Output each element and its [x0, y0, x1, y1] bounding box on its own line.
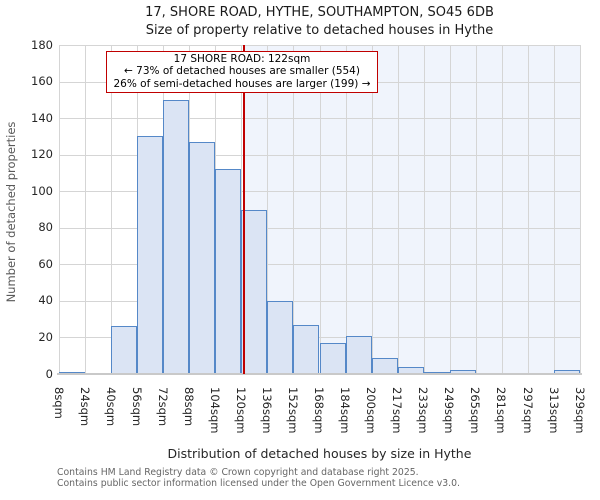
x-tick-label: 233sqm: [416, 387, 431, 434]
x-tick-label: 265sqm: [468, 387, 483, 434]
histogram-bar: [345, 335, 372, 374]
histogram-bar: [137, 136, 164, 374]
x-tick-label: 184sqm: [338, 387, 353, 434]
v-gridline: [501, 45, 503, 374]
v-gridline: [345, 45, 347, 374]
x-tick-label: 120sqm: [233, 387, 248, 434]
histogram-bar: [111, 326, 138, 374]
y-tick-label: 20: [38, 329, 53, 344]
x-tick-label: 8sqm: [51, 387, 66, 419]
y-tick-label: 80: [38, 220, 53, 235]
v-gridline: [111, 45, 113, 374]
v-gridline: [449, 45, 451, 374]
chart-subtitle: Size of property relative to detached ho…: [145, 23, 494, 38]
x-tick-label: 72sqm: [155, 387, 170, 427]
histogram-bar: [215, 169, 242, 374]
page-title: 17, SHORE ROAD, HYTHE, SOUTHAMPTON, SO45…: [145, 5, 494, 20]
plot-area: [57, 45, 582, 375]
x-tick-label: 88sqm: [181, 387, 196, 427]
x-tick-label: 329sqm: [572, 387, 587, 434]
annotation-larger-line: 26% of semi-detached houses are larger (…: [113, 77, 371, 90]
histogram-bar: [293, 324, 320, 374]
x-axis-line: [57, 373, 582, 375]
v-gridline: [475, 45, 477, 374]
x-tick-label: 56sqm: [129, 387, 144, 427]
v-gridline: [59, 45, 60, 374]
footer: Contains HM Land Registry data © Crown c…: [57, 467, 460, 489]
v-gridline: [293, 45, 295, 374]
v-gridline: [267, 45, 269, 374]
x-tick-label: 281sqm: [494, 387, 509, 434]
histogram-bar: [371, 357, 398, 374]
y-tick-label: 40: [38, 293, 53, 308]
v-gridline: [527, 45, 529, 374]
v-gridline: [397, 45, 399, 374]
y-tick-label: 0: [45, 366, 53, 381]
x-tick-label: 297sqm: [520, 387, 535, 434]
histogram-bar: [189, 141, 216, 374]
x-tick-label: 24sqm: [77, 387, 92, 427]
v-gridline: [319, 45, 321, 374]
y-tick-label: 120: [31, 147, 53, 162]
annotation-box: 17 SHORE ROAD: 122sqm ← 73% of detached …: [106, 51, 378, 94]
v-gridline: [580, 45, 581, 374]
x-tick-label: 200sqm: [364, 387, 379, 434]
footer-attribution-line2: Contains public sector information licen…: [57, 478, 460, 489]
v-gridline: [85, 45, 87, 374]
y-tick-label: 180: [31, 37, 53, 52]
y-tick-label: 140: [31, 110, 53, 125]
footer-attribution-line1: Contains HM Land Registry data © Crown c…: [57, 467, 419, 478]
v-gridline: [553, 45, 555, 374]
histogram-bar: [241, 209, 268, 374]
y-tick-label: 60: [38, 256, 53, 271]
x-tick-label: 168sqm: [312, 387, 327, 434]
x-tick-label: 249sqm: [442, 387, 457, 434]
v-gridline: [423, 45, 425, 374]
histogram-bar: [267, 300, 294, 374]
x-axis-title: Distribution of detached houses by size …: [167, 446, 472, 461]
annotation-smaller-line: ← 73% of detached houses are smaller (55…: [124, 65, 360, 78]
histogram-bar: [163, 99, 190, 374]
x-tick-label: 104sqm: [207, 387, 222, 434]
y-tick-label: 160: [31, 74, 53, 89]
x-tick-label: 136sqm: [260, 387, 274, 434]
larger-region-shade: [244, 45, 580, 374]
y-tick-label: 100: [31, 183, 53, 198]
subject-property-marker-line: [243, 45, 246, 374]
x-tick-label: 152sqm: [286, 387, 301, 434]
annotation-property-line: 17 SHORE ROAD: 122sqm: [173, 53, 311, 65]
x-tick-label: 40sqm: [103, 387, 118, 427]
v-gridline: [371, 45, 373, 374]
x-tick-label: 313sqm: [546, 387, 561, 434]
x-tick-label: 217sqm: [390, 387, 405, 434]
histogram-bar: [319, 342, 346, 374]
